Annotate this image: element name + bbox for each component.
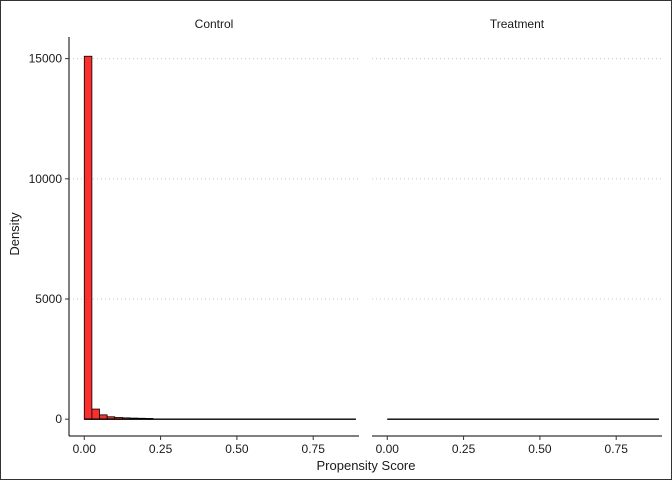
x-ticks-treatment: 0.00 0.25 0.50 0.75 (372, 435, 662, 456)
gridlines-treatment (372, 58, 662, 300)
x-tick-label: 0.50 (528, 442, 552, 456)
panel-treatment: Treatment 0.00 0.25 0.50 0.75 (372, 17, 662, 456)
bars-control (83, 55, 356, 420)
histogram-bar (91, 408, 100, 420)
y-tick-label: 10000 (29, 172, 63, 186)
x-tick-label: 0.25 (452, 442, 476, 456)
histogram-bar (83, 55, 93, 420)
x-tick-label: 0.00 (376, 442, 400, 456)
panel-title-treatment: Treatment (490, 17, 545, 31)
y-axis-label: Density (7, 212, 22, 256)
y-axis: 0 5000 10000 15000 (29, 37, 70, 436)
x-tick-label: 0.75 (605, 442, 629, 456)
x-ticks-control: 0.00 0.25 0.50 0.75 (69, 435, 359, 456)
panel-control: Control 0.00 0.25 0.50 0.75 (69, 17, 359, 456)
x-axis-label: Propensity Score (317, 458, 416, 473)
x-tick-label: 0.50 (225, 442, 249, 456)
y-tick-label: 0 (55, 412, 62, 426)
x-tick-label: 0.75 (302, 442, 326, 456)
y-tick-label: 15000 (29, 52, 63, 66)
x-tick-label: 0.00 (73, 442, 97, 456)
gridlines-control (69, 58, 359, 300)
y-tick-label: 5000 (35, 292, 62, 306)
panel-title-control: Control (195, 17, 234, 31)
x-tick-label: 0.25 (149, 442, 173, 456)
